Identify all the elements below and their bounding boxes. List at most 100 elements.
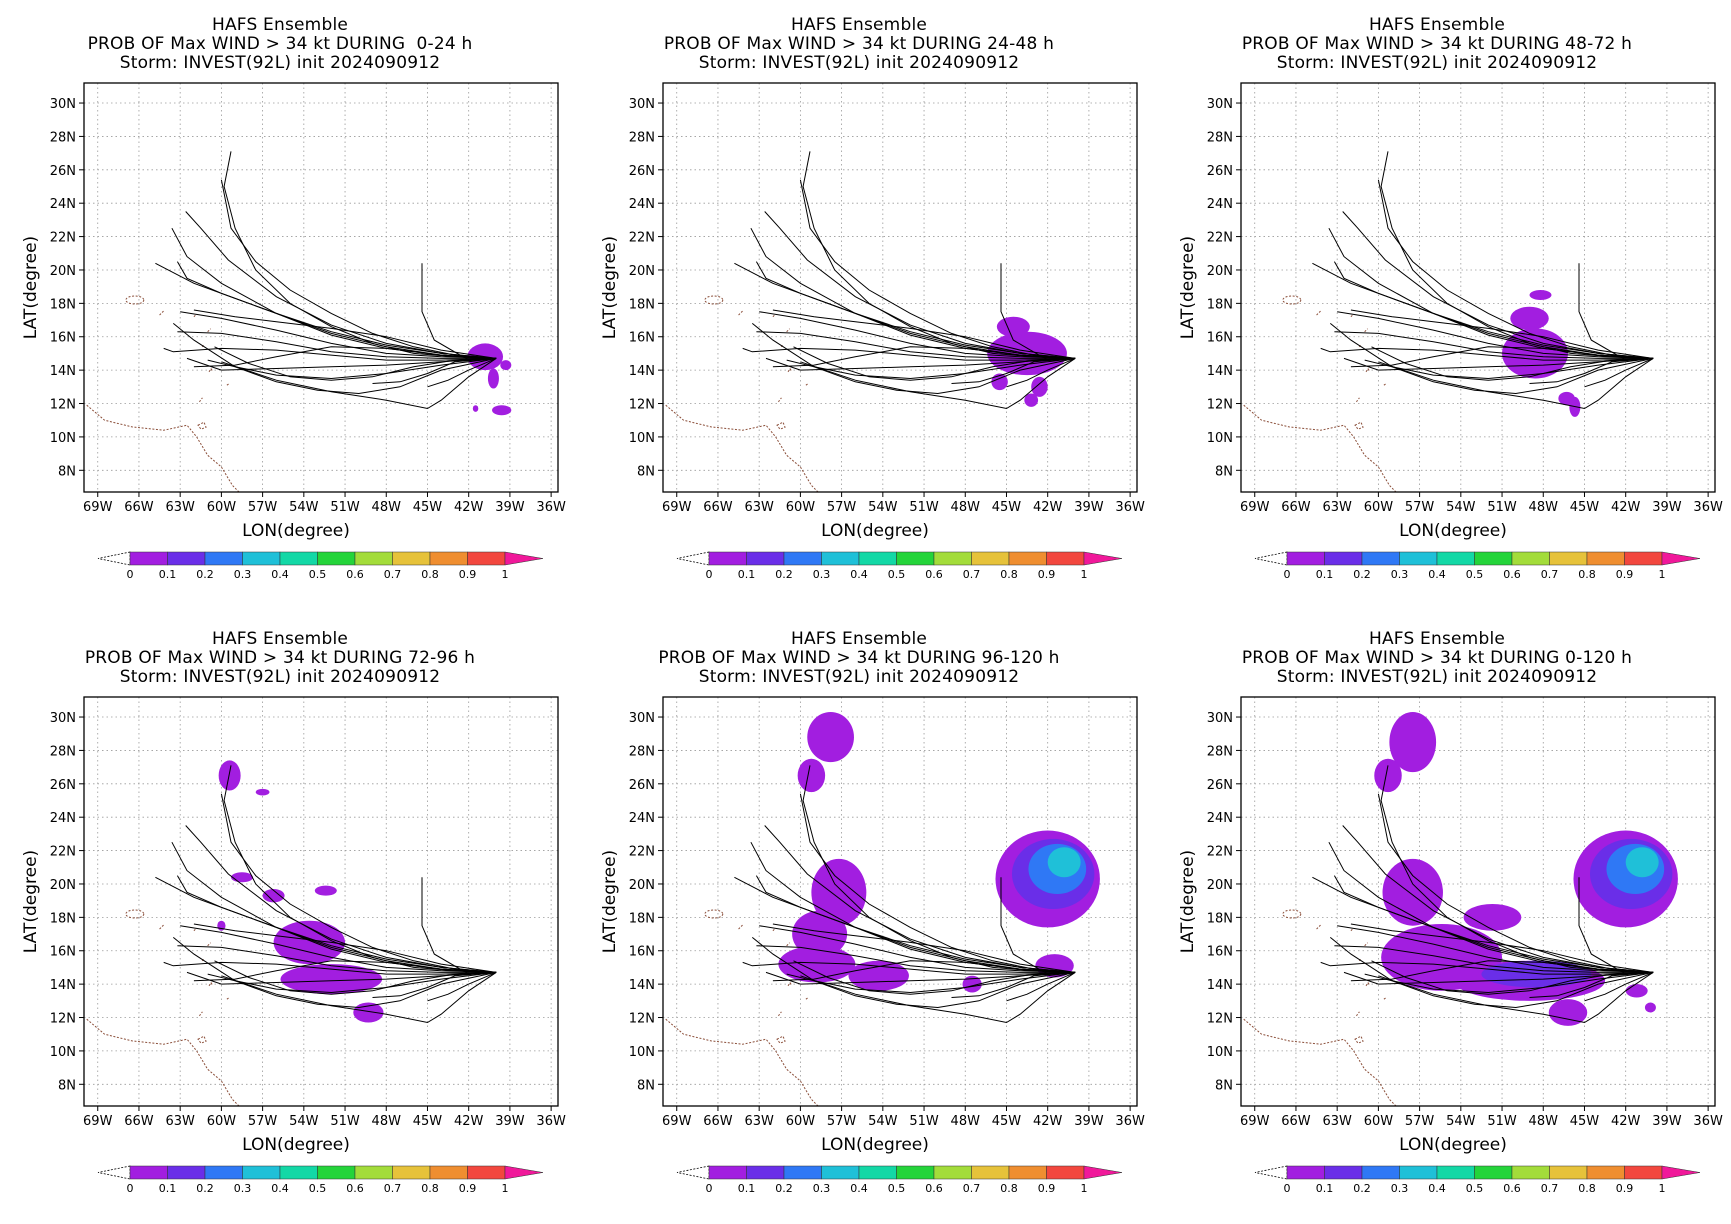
ensemble-track [1334, 945, 1654, 973]
ensemble-track [742, 347, 1076, 361]
colorbar-label: 0.5 [888, 568, 906, 581]
colorbar-label: 0.6 [346, 1182, 364, 1195]
ensemble-track [1337, 925, 1654, 973]
x-tick-label: 42W [454, 1114, 484, 1129]
colorbar-label: 0 [127, 568, 134, 581]
ensemble-track [193, 346, 497, 368]
colorbar-label: 0.8 [1578, 568, 1596, 581]
ensemble-track [1371, 960, 1654, 995]
colorbar-label: 0.1 [738, 568, 756, 581]
colorbar-label: 0.4 [1428, 1182, 1446, 1195]
ensemble-track [1350, 346, 1654, 368]
colorbar: 0 0.1 0.2 0.3 0.4 0.5 0.6 0.7 0.8 0.9 1 [676, 551, 1123, 581]
colorbar-label: 0 [127, 1182, 134, 1195]
colorbar-label: 0.6 [925, 1182, 943, 1195]
ensemble-track [372, 971, 497, 998]
map-panel: HAFS Ensemble PROB OF Max WIND > 34 kt DU… [579, 0, 1145, 610]
probability-area [1548, 999, 1588, 1026]
panel-title-line: PROB OF Max WIND > 34 kt DURING 96-120 h [658, 648, 1060, 668]
colorbar-label: 0.7 [384, 1182, 402, 1195]
colorbar-label: 0.4 [850, 568, 868, 581]
y-tick-label: 28N [1207, 130, 1233, 145]
y-tick-label: 14N [629, 364, 655, 379]
colorbar-label: 1 [502, 568, 509, 581]
y-tick-label: 24N [1207, 197, 1233, 212]
colorbar-label: 0.5 [1466, 568, 1484, 581]
y-tick-label: 8N [637, 464, 655, 479]
y-tick-label: 28N [50, 744, 76, 759]
ensemble-track [1380, 765, 1654, 973]
y-tick-label: 16N [629, 945, 655, 960]
ensemble-track [172, 323, 497, 395]
x-axis-label: LON(degree) [821, 1135, 929, 1155]
x-tick-label: 63W [1322, 1114, 1352, 1129]
y-tick-label: 20N [629, 264, 655, 279]
y-tick-label: 18N [50, 297, 76, 312]
y-tick-label: 26N [50, 778, 76, 793]
x-tick-label: 63W [744, 500, 774, 515]
panel-title-line: PROB OF Max WIND > 34 kt DURING 72-96 h [84, 648, 476, 668]
x-tick-label: 54W [289, 1114, 319, 1129]
ensemble-track [800, 357, 1076, 410]
x-axis-label: LON(degree) [242, 1135, 350, 1155]
y-tick-label: 8N [1215, 464, 1233, 479]
y-tick-label: 10N [50, 431, 76, 446]
y-tick-label: 30N [629, 97, 655, 112]
ensemble-track [193, 309, 497, 359]
colorbar-label: 0.7 [963, 1182, 981, 1195]
map-panel: HAFS Ensemble PROB OF Max WIND > 34 kt DU… [0, 614, 566, 1224]
ensemble-track [772, 923, 1076, 973]
ensemble-track [759, 311, 1076, 359]
map-panel: HAFS Ensemble PROB OF Max WIND > 34 kt DU… [579, 614, 1145, 1224]
y-tick-label: 20N [1207, 264, 1233, 279]
map-panel: HAFS Ensemble PROB OF Max WIND > 34 kt DU… [1157, 614, 1723, 1224]
colorbar-label: 0.2 [196, 568, 214, 581]
ensemble-track [1350, 960, 1654, 982]
y-tick-label: 28N [629, 130, 655, 145]
colorbar-label: 0.6 [346, 568, 364, 581]
map-plot: 69W 66W 63W 60W 57W 54W 51W 48W 45W 42W 39W 36W8N10… [1178, 696, 1723, 1195]
ensemble-track [172, 937, 497, 1009]
ensemble-track [180, 311, 497, 359]
x-tick-label: 60W [1364, 500, 1394, 515]
y-tick-label: 16N [50, 945, 76, 960]
y-tick-label: 22N [629, 845, 655, 860]
probability-area [273, 920, 346, 965]
colorbar-label: 0.8 [421, 568, 439, 581]
x-tick-label: 63W [165, 1114, 195, 1129]
ensemble-track [372, 357, 497, 384]
ensemble-track [799, 179, 1076, 359]
probability-area [1463, 904, 1522, 931]
ensemble-track [793, 960, 1076, 995]
colorbar-label: 0.7 [384, 568, 402, 581]
y-tick-label: 8N [637, 1078, 655, 1093]
x-tick-label: 69W [83, 1114, 113, 1129]
panel-title-line: PROB OF Max WIND > 34 kt DURING 24-48 h [663, 34, 1055, 54]
probability-area [778, 945, 856, 983]
x-tick-label: 57W [827, 1114, 857, 1129]
colorbar-label: 0.4 [271, 568, 289, 581]
ensemble-track [1343, 971, 1654, 985]
y-tick-label: 12N [50, 1012, 76, 1027]
probability-area [797, 758, 826, 793]
ensemble-track [793, 346, 1076, 381]
colorbar-label: 0.1 [1316, 1182, 1334, 1195]
ensemble-track [220, 179, 497, 359]
x-tick-label: 57W [1405, 1114, 1435, 1129]
y-tick-label: 14N [1207, 978, 1233, 993]
probability-area [218, 760, 241, 791]
probability-area [500, 360, 512, 371]
x-axis-label: LON(degree) [1399, 521, 1507, 541]
x-tick-label: 54W [289, 500, 319, 515]
probability-area [1374, 758, 1402, 793]
colorbar-label: 0.9 [1616, 1182, 1634, 1195]
y-tick-label: 10N [1207, 431, 1233, 446]
x-tick-label: 69W [1240, 1114, 1270, 1129]
probability-area [1031, 376, 1048, 397]
y-tick-label: 24N [629, 197, 655, 212]
x-tick-label: 66W [703, 500, 733, 515]
colorbar-label: 0.2 [775, 1182, 793, 1195]
ensemble-track [1584, 971, 1654, 1002]
x-tick-label: 36W [536, 500, 566, 515]
